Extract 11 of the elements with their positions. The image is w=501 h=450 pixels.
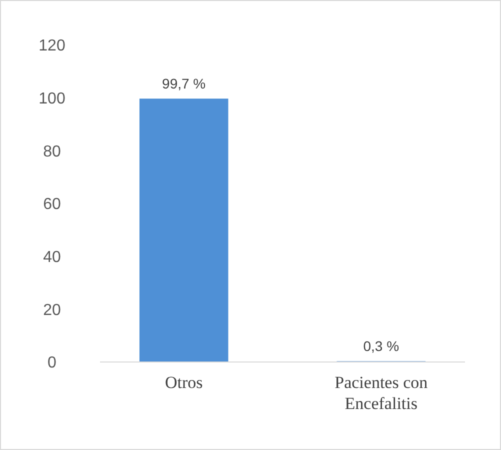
x-tick-label: Otros [164, 373, 203, 392]
y-tick-label: 100 [38, 90, 66, 108]
x-tick-label: Pacientes con Encefalitis [334, 373, 428, 413]
y-tick-label: 60 [43, 196, 61, 214]
data-label: 99,7 % [162, 76, 206, 92]
y-tick-label: 120 [38, 38, 66, 55]
y-tick-label: 20 [43, 302, 61, 319]
y-tick-label: 40 [43, 248, 61, 266]
y-tick-label: 0 [48, 354, 57, 372]
y-tick-label: 80 [43, 143, 61, 160]
data-label: 0,3 % [363, 338, 400, 354]
